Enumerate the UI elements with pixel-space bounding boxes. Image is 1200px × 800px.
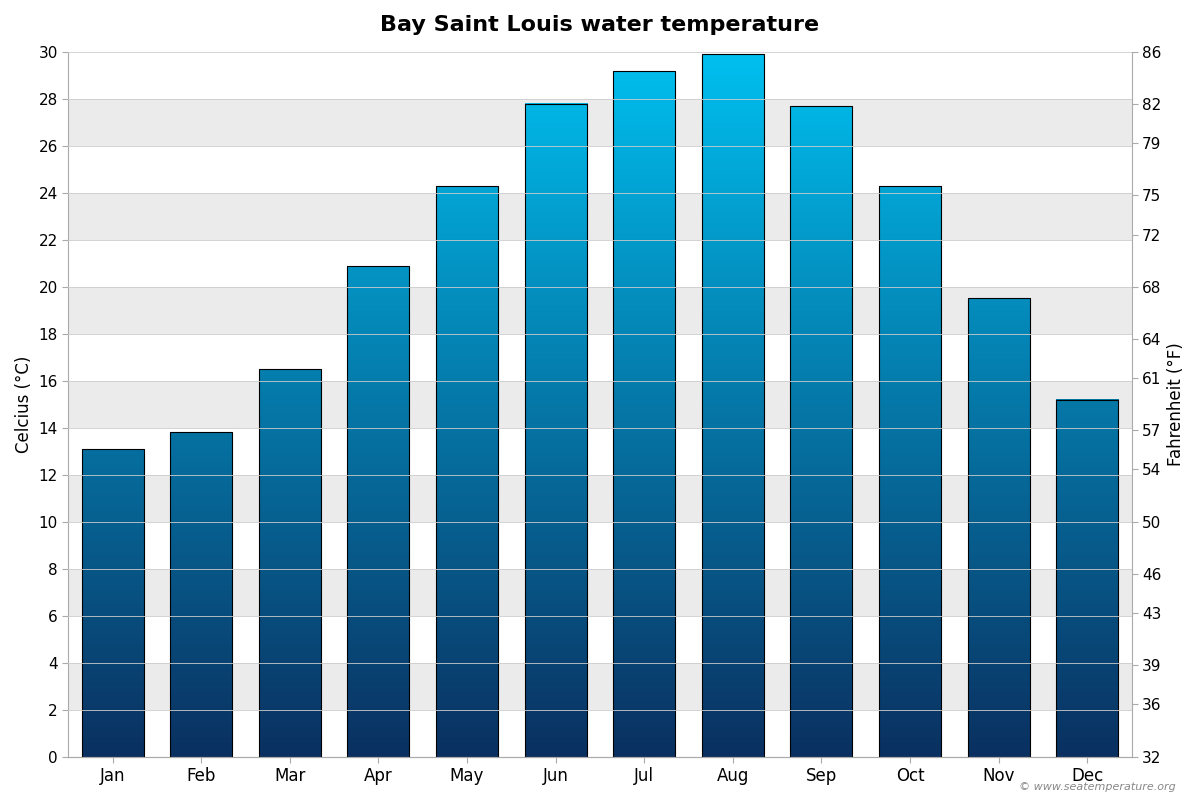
Bar xyxy=(436,186,498,757)
Bar xyxy=(68,569,1132,616)
Bar xyxy=(82,449,144,757)
Y-axis label: Celcius (°C): Celcius (°C) xyxy=(14,355,32,453)
Bar xyxy=(524,103,587,757)
Bar xyxy=(613,70,676,757)
Bar xyxy=(1056,399,1118,757)
Bar xyxy=(68,710,1132,757)
Bar xyxy=(348,266,409,757)
Bar xyxy=(68,240,1132,286)
Bar xyxy=(68,381,1132,428)
Bar xyxy=(791,106,852,757)
Bar xyxy=(68,662,1132,710)
Bar xyxy=(967,298,1030,757)
Bar xyxy=(259,369,320,757)
Bar xyxy=(68,146,1132,193)
Bar xyxy=(68,52,1132,99)
Bar xyxy=(170,432,233,757)
Bar xyxy=(68,99,1132,146)
Bar xyxy=(880,186,941,757)
Text: © www.seatemperature.org: © www.seatemperature.org xyxy=(1019,782,1176,792)
Bar xyxy=(68,334,1132,381)
Y-axis label: Fahrenheit (°F): Fahrenheit (°F) xyxy=(1166,342,1186,466)
Bar xyxy=(68,193,1132,240)
Bar xyxy=(702,54,764,757)
Bar xyxy=(68,286,1132,334)
Title: Bay Saint Louis water temperature: Bay Saint Louis water temperature xyxy=(380,15,820,35)
Bar xyxy=(68,616,1132,662)
Bar xyxy=(68,522,1132,569)
Bar xyxy=(68,474,1132,522)
Bar xyxy=(68,428,1132,474)
